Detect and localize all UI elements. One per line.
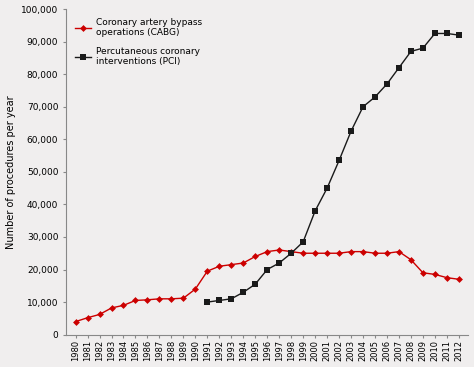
- Y-axis label: Number of procedures per year: Number of procedures per year: [6, 95, 16, 249]
- Coronary artery bypass
operations (CABG): [204, 269, 210, 273]
- Coronary artery bypass
operations (CABG): [240, 261, 246, 265]
- Coronary artery bypass
operations (CABG): [109, 306, 114, 310]
- Coronary artery bypass
operations (CABG): [324, 251, 330, 255]
- Coronary artery bypass
operations (CABG): [384, 251, 390, 255]
- Percutaneous coronary
interventions (PCI): [312, 209, 318, 213]
- Percutaneous coronary
interventions (PCI): [252, 282, 258, 286]
- Percutaneous coronary
interventions (PCI): [420, 46, 426, 50]
- Coronary artery bypass
operations (CABG): [360, 250, 366, 254]
- Coronary artery bypass
operations (CABG): [420, 270, 426, 275]
- Coronary artery bypass
operations (CABG): [217, 264, 222, 269]
- Line: Percutaneous coronary
interventions (PCI): Percutaneous coronary interventions (PCI…: [205, 31, 462, 305]
- Percutaneous coronary
interventions (PCI): [336, 158, 342, 163]
- Coronary artery bypass
operations (CABG): [312, 251, 318, 255]
- Coronary artery bypass
operations (CABG): [145, 298, 150, 302]
- Percutaneous coronary
interventions (PCI): [288, 251, 294, 255]
- Coronary artery bypass
operations (CABG): [288, 250, 294, 254]
- Coronary artery bypass
operations (CABG): [372, 251, 378, 255]
- Percutaneous coronary
interventions (PCI): [228, 297, 234, 301]
- Coronary artery bypass
operations (CABG): [348, 250, 354, 254]
- Coronary artery bypass
operations (CABG): [156, 297, 162, 301]
- Legend: Coronary artery bypass
operations (CABG), Percutaneous coronary
interventions (P: Coronary artery bypass operations (CABG)…: [71, 14, 207, 70]
- Coronary artery bypass
operations (CABG): [276, 248, 282, 252]
- Coronary artery bypass
operations (CABG): [192, 287, 198, 291]
- Coronary artery bypass
operations (CABG): [228, 262, 234, 267]
- Coronary artery bypass
operations (CABG): [408, 258, 414, 262]
- Percutaneous coronary
interventions (PCI): [432, 31, 438, 36]
- Percutaneous coronary
interventions (PCI): [264, 267, 270, 272]
- Percutaneous coronary
interventions (PCI): [360, 105, 366, 109]
- Percutaneous coronary
interventions (PCI): [408, 49, 414, 54]
- Percutaneous coronary
interventions (PCI): [204, 300, 210, 304]
- Coronary artery bypass
operations (CABG): [133, 298, 138, 303]
- Coronary artery bypass
operations (CABG): [336, 251, 342, 255]
- Percutaneous coronary
interventions (PCI): [276, 261, 282, 265]
- Coronary artery bypass
operations (CABG): [456, 277, 462, 281]
- Percutaneous coronary
interventions (PCI): [240, 290, 246, 294]
- Percutaneous coronary
interventions (PCI): [444, 31, 450, 36]
- Coronary artery bypass
operations (CABG): [121, 303, 127, 308]
- Coronary artery bypass
operations (CABG): [85, 316, 91, 320]
- Coronary artery bypass
operations (CABG): [252, 254, 258, 259]
- Percutaneous coronary
interventions (PCI): [324, 186, 330, 190]
- Percutaneous coronary
interventions (PCI): [372, 95, 378, 99]
- Percutaneous coronary
interventions (PCI): [348, 129, 354, 133]
- Coronary artery bypass
operations (CABG): [181, 296, 186, 300]
- Percutaneous coronary
interventions (PCI): [301, 240, 306, 244]
- Coronary artery bypass
operations (CABG): [432, 272, 438, 277]
- Coronary artery bypass
operations (CABG): [444, 276, 450, 280]
- Coronary artery bypass
operations (CABG): [301, 251, 306, 255]
- Coronary artery bypass
operations (CABG): [264, 250, 270, 254]
- Percutaneous coronary
interventions (PCI): [456, 33, 462, 37]
- Coronary artery bypass
operations (CABG): [97, 312, 102, 317]
- Line: Coronary artery bypass
operations (CABG): Coronary artery bypass operations (CABG): [73, 248, 461, 324]
- Coronary artery bypass
operations (CABG): [73, 319, 78, 324]
- Coronary artery bypass
operations (CABG): [169, 297, 174, 301]
- Percutaneous coronary
interventions (PCI): [384, 82, 390, 86]
- Percutaneous coronary
interventions (PCI): [217, 298, 222, 303]
- Coronary artery bypass
operations (CABG): [396, 250, 402, 254]
- Percutaneous coronary
interventions (PCI): [396, 65, 402, 70]
